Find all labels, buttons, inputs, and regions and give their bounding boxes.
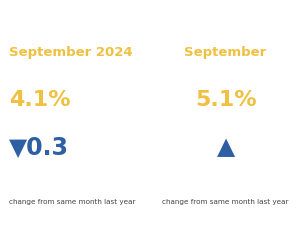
- Text: September 2024: September 2024: [9, 46, 133, 59]
- Text: 5.1%: 5.1%: [195, 90, 256, 110]
- Text: Transportation Sector: Transportation Sector: [164, 6, 287, 16]
- Text: change from same month last year: change from same month last year: [9, 199, 135, 205]
- Text: September: September: [184, 46, 267, 59]
- Text: Unemployment Rate: Unemployment Rate: [9, 6, 124, 16]
- Text: ▲: ▲: [217, 135, 235, 159]
- Text: ▼0.3: ▼0.3: [9, 135, 69, 159]
- Text: change from same month last year: change from same month last year: [162, 199, 289, 205]
- Text: (Seasonally Adjusted): (Seasonally Adjusted): [9, 27, 103, 36]
- Text: 4.1%: 4.1%: [9, 90, 70, 110]
- Text: (Not Seasonally Adjusted): (Not Seasonally Adjusted): [170, 27, 281, 36]
